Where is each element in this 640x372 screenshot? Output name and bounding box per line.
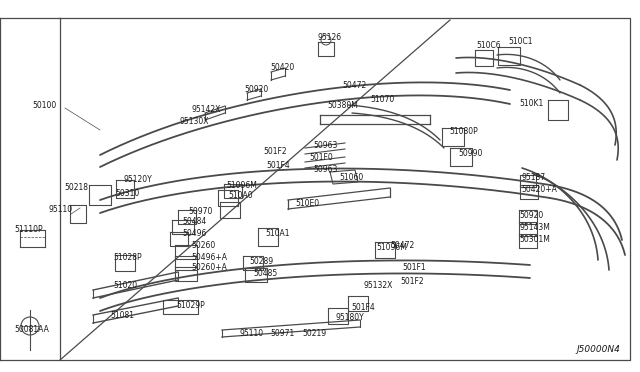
- Text: 51028P: 51028P: [113, 253, 141, 263]
- Text: 95180Y: 95180Y: [335, 312, 364, 321]
- Text: 51080P: 51080P: [449, 128, 477, 137]
- Text: 51070: 51070: [370, 94, 394, 103]
- Text: 50219: 50219: [302, 330, 326, 339]
- Text: 50990: 50990: [458, 148, 483, 157]
- Text: 95143M: 95143M: [519, 222, 550, 231]
- Text: 50218: 50218: [64, 183, 88, 192]
- Text: 50260: 50260: [191, 241, 215, 250]
- Text: 95130X: 95130X: [179, 118, 209, 126]
- Text: 50301M: 50301M: [519, 234, 550, 244]
- Text: 95120Y: 95120Y: [124, 176, 153, 185]
- Text: 510C6: 510C6: [476, 41, 500, 49]
- Text: 510K1: 510K1: [519, 99, 543, 109]
- Text: 50970: 50970: [188, 206, 212, 215]
- Text: 51081: 51081: [110, 311, 134, 321]
- Text: 510A1: 510A1: [265, 230, 289, 238]
- Text: 50963: 50963: [313, 164, 337, 173]
- Text: 95110: 95110: [49, 205, 73, 215]
- Text: 501F0: 501F0: [309, 153, 333, 161]
- Text: 50920: 50920: [244, 84, 268, 93]
- Text: 50496: 50496: [182, 230, 206, 238]
- Text: 50310: 50310: [115, 189, 140, 198]
- Text: 50100: 50100: [33, 100, 57, 109]
- Text: 51096M: 51096M: [226, 180, 257, 189]
- Text: 95110: 95110: [239, 328, 263, 337]
- Text: 50920: 50920: [519, 211, 543, 219]
- Text: 51020: 51020: [113, 280, 137, 289]
- Text: 501F4: 501F4: [266, 161, 290, 170]
- Text: 50289: 50289: [249, 257, 273, 266]
- Text: 501F4: 501F4: [351, 302, 375, 311]
- Text: 50971: 50971: [270, 328, 294, 337]
- Text: 50260+A: 50260+A: [191, 263, 227, 273]
- Text: 50484: 50484: [182, 218, 206, 227]
- Text: 50420+A: 50420+A: [521, 185, 557, 193]
- Text: 501F2: 501F2: [263, 147, 287, 155]
- Text: 501F2: 501F2: [400, 276, 424, 285]
- Text: 95187: 95187: [521, 173, 545, 183]
- Text: 510C1: 510C1: [508, 38, 532, 46]
- Text: 95132X: 95132X: [363, 280, 392, 289]
- Text: 51029P: 51029P: [176, 301, 205, 310]
- Text: 50472: 50472: [342, 81, 366, 90]
- Text: 51096M: 51096M: [376, 243, 407, 251]
- Text: 51110P: 51110P: [14, 225, 43, 234]
- Text: 510A0: 510A0: [228, 192, 253, 201]
- Text: 50420: 50420: [270, 62, 294, 71]
- Text: 501F1: 501F1: [402, 263, 426, 273]
- Text: 50472: 50472: [390, 241, 414, 250]
- Text: 50081AA: 50081AA: [14, 326, 49, 334]
- Text: J50000N4: J50000N4: [576, 345, 620, 354]
- Text: 95142X: 95142X: [192, 105, 221, 113]
- Text: 50485: 50485: [253, 269, 277, 278]
- Text: 95126: 95126: [318, 33, 342, 42]
- Text: 510E0: 510E0: [295, 199, 319, 208]
- Text: 50496+A: 50496+A: [191, 253, 227, 262]
- Text: 51060: 51060: [339, 173, 364, 182]
- Text: 50380M: 50380M: [327, 100, 358, 109]
- Text: 50963: 50963: [313, 141, 337, 150]
